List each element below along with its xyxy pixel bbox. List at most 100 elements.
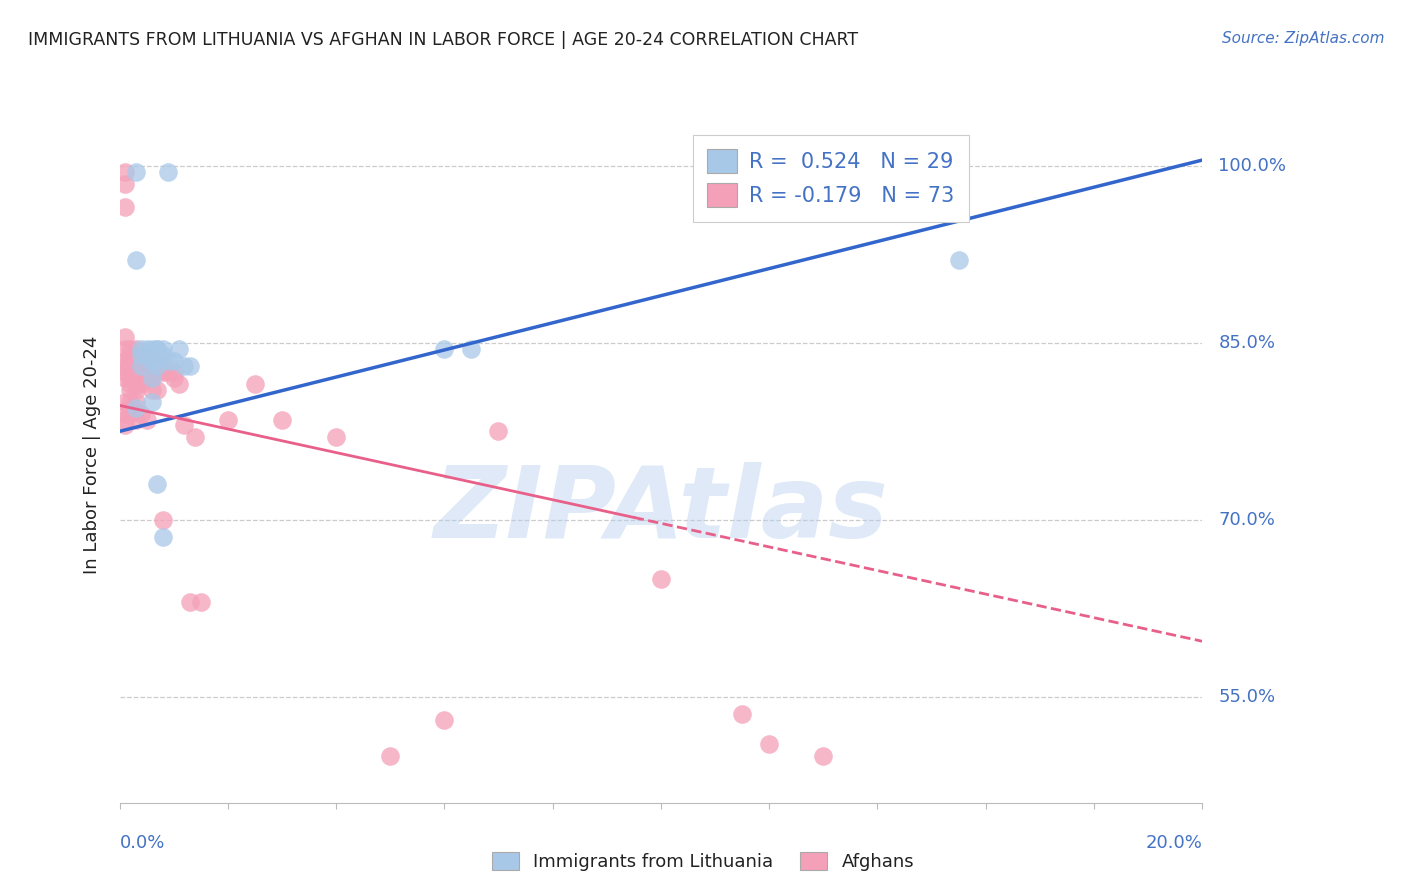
Point — [162, 371, 186, 385]
Point — [129, 342, 152, 356]
Point — [135, 342, 157, 356]
Text: IMMIGRANTS FROM LITHUANIA VS AFGHAN IN LABOR FORCE | AGE 20-24 CORRELATION CHART: IMMIGRANTS FROM LITHUANIA VS AFGHAN IN L… — [28, 31, 858, 49]
Point — [114, 353, 136, 368]
Text: 100.0%: 100.0% — [1219, 157, 1286, 175]
Legend: Immigrants from Lithuania, Afghans: Immigrants from Lithuania, Afghans — [484, 845, 922, 879]
Point — [152, 531, 174, 545]
Point — [141, 353, 163, 368]
Point — [129, 348, 152, 362]
Point — [120, 395, 142, 409]
Point — [125, 395, 148, 409]
Point — [731, 707, 754, 722]
Point — [146, 342, 169, 356]
Point — [141, 342, 163, 356]
Point — [190, 595, 212, 609]
Point — [486, 425, 509, 439]
Point — [141, 371, 163, 385]
Point — [325, 430, 347, 444]
Point — [120, 407, 142, 421]
Point — [135, 365, 157, 379]
Point — [120, 377, 142, 392]
Point — [114, 395, 136, 409]
Point — [125, 401, 148, 415]
Point — [141, 353, 163, 368]
Point — [120, 359, 142, 374]
Text: 55.0%: 55.0% — [1219, 688, 1275, 706]
Point — [125, 377, 148, 392]
Point — [125, 342, 148, 356]
Point — [120, 353, 142, 368]
Legend: R =  0.524   N = 29, R = -0.179   N = 73: R = 0.524 N = 29, R = -0.179 N = 73 — [693, 135, 969, 221]
Point — [167, 342, 190, 356]
Point — [146, 365, 169, 379]
Point — [433, 342, 456, 356]
Point — [125, 353, 148, 368]
Point — [120, 365, 142, 379]
Text: Source: ZipAtlas.com: Source: ZipAtlas.com — [1222, 31, 1385, 46]
Point — [120, 371, 142, 385]
Point — [120, 348, 142, 362]
Point — [114, 365, 136, 379]
Text: ZIPAtlas: ZIPAtlas — [433, 462, 889, 559]
Point — [378, 748, 402, 763]
Point — [243, 377, 266, 392]
Point — [157, 365, 180, 379]
Point — [129, 359, 152, 374]
Point — [179, 359, 201, 374]
Point — [141, 365, 163, 379]
Point — [129, 353, 152, 368]
Point — [114, 177, 136, 191]
Point — [114, 359, 136, 374]
Point — [125, 348, 148, 362]
Point — [129, 348, 152, 362]
Point — [152, 513, 174, 527]
Point — [129, 377, 152, 392]
Point — [179, 595, 201, 609]
Point — [217, 412, 239, 426]
Point — [125, 165, 148, 179]
Point — [152, 348, 174, 362]
Point — [146, 359, 169, 374]
Y-axis label: In Labor Force | Age 20-24: In Labor Force | Age 20-24 — [83, 335, 101, 574]
Point — [125, 371, 148, 385]
Point — [129, 365, 152, 379]
Point — [125, 383, 148, 397]
Point — [114, 330, 136, 344]
Point — [125, 359, 148, 374]
Point — [114, 371, 136, 385]
Point — [146, 353, 169, 368]
Point — [120, 383, 142, 397]
Point — [157, 165, 180, 179]
Point — [433, 713, 456, 727]
Text: 85.0%: 85.0% — [1219, 334, 1275, 351]
Text: 0.0%: 0.0% — [120, 834, 165, 852]
Point — [813, 748, 835, 763]
Point — [948, 253, 970, 268]
Point — [152, 365, 174, 379]
Point — [141, 371, 163, 385]
Point — [152, 359, 174, 374]
Point — [460, 342, 482, 356]
Point — [758, 737, 780, 751]
Point — [125, 253, 148, 268]
Text: 20.0%: 20.0% — [1146, 834, 1202, 852]
Point — [270, 412, 292, 426]
Point — [141, 383, 163, 397]
Point — [146, 342, 169, 356]
Point — [114, 412, 136, 426]
Point — [129, 359, 152, 374]
Point — [114, 407, 136, 421]
Point — [135, 348, 157, 362]
Point — [120, 401, 142, 415]
Point — [146, 477, 169, 491]
Point — [114, 418, 136, 433]
Point — [129, 407, 152, 421]
Text: 70.0%: 70.0% — [1219, 511, 1275, 529]
Point — [114, 200, 136, 214]
Point — [162, 365, 186, 379]
Point — [173, 359, 195, 374]
Point — [135, 348, 157, 362]
Point — [135, 353, 157, 368]
Point — [167, 377, 190, 392]
Point — [157, 353, 180, 368]
